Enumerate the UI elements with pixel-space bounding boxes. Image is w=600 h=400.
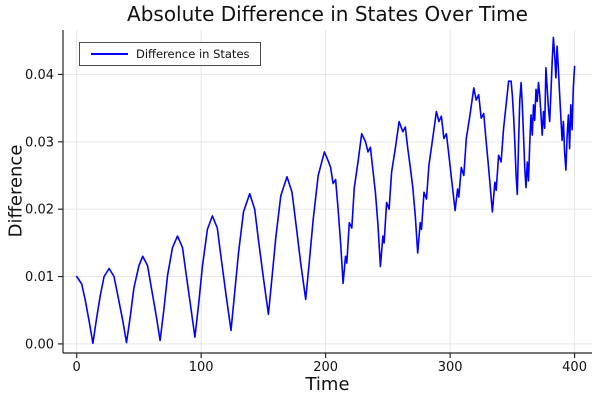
x-tick-label: 100 (189, 360, 214, 375)
legend: Difference in States (79, 42, 261, 66)
x-tick-label: 300 (438, 360, 463, 375)
y-axis-label: Difference (5, 144, 27, 238)
x-tick-label: 200 (313, 360, 338, 375)
x-tick-label: 400 (562, 360, 587, 375)
y-tick-label: 0.03 (25, 135, 54, 150)
y-tick-label: 0.02 (25, 203, 54, 218)
legend-line-sample (91, 53, 128, 55)
y-tick-label: 0.00 (25, 337, 54, 352)
x-tick-label: 0 (73, 360, 81, 375)
chart-title: Absolute Difference in States Over Time (127, 2, 528, 26)
x-axis-label: Time (305, 374, 350, 395)
y-tick-label: 0.01 (25, 270, 54, 285)
difference-series-line (75, 36, 576, 345)
y-tick-label: 0.04 (25, 68, 54, 83)
legend-label: Difference in States (136, 47, 250, 61)
